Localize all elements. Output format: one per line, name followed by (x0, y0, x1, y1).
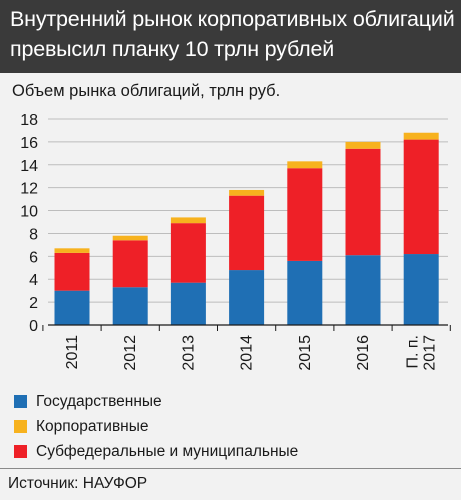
bar-segment (403, 139, 439, 255)
y-tick-label: 0 (29, 318, 38, 335)
bar-segment (287, 260, 323, 325)
bar-segment (112, 240, 148, 288)
bar-segment (170, 282, 206, 325)
bar-segment (229, 270, 265, 325)
bar-segment (54, 248, 90, 253)
y-tick-label: 8 (29, 226, 38, 243)
x-tick-label: 2014 (239, 335, 256, 371)
bar-segment (287, 168, 323, 261)
bar-segment (229, 195, 265, 271)
legend-label-corporate: Корпоративные (36, 417, 149, 435)
x-tick-label: П. п. (405, 335, 422, 369)
legend-label-subfederal: Субфедеральные и муниципальные (36, 442, 299, 460)
bar-segment (54, 252, 90, 291)
legend-item-state: Государственные (14, 389, 298, 414)
y-tick-label: 14 (20, 158, 38, 175)
bar-segment (170, 217, 206, 224)
bar-segment (345, 255, 381, 325)
legend-swatch-corporate (14, 420, 27, 433)
legend-item-corporate: Корпоративные (14, 414, 298, 439)
legend-swatch-subfederal (14, 445, 27, 458)
y-tick-label: 18 (20, 112, 38, 129)
y-tick-label: 4 (29, 272, 38, 289)
legend-label-state: Государственные (36, 392, 162, 410)
x-tick-label: 2011 (64, 335, 81, 370)
source-text: Источник: НАУФОР (8, 475, 148, 492)
bar-segment (403, 132, 439, 140)
x-tick-label: 2017 (422, 335, 439, 371)
source-footer: Источник: НАУФОР (0, 468, 461, 500)
y-tick-label: 16 (20, 135, 38, 152)
legend-item-subfederal: Субфедеральные и муниципальные (14, 439, 298, 464)
legend-swatch-state (14, 395, 27, 408)
bar-segment (229, 189, 265, 196)
x-tick-label: 2016 (355, 335, 372, 371)
chart-title-line-1: Внутренний рынок корпоративных облигаций (10, 7, 455, 31)
x-tick-label: 2013 (180, 335, 197, 371)
bar-segment (345, 148, 381, 256)
y-tick-label: 6 (29, 249, 38, 266)
bar-segment (112, 235, 148, 241)
bar-segment (54, 290, 90, 325)
x-tick-label: 2015 (297, 335, 314, 371)
bar-segment (287, 161, 323, 169)
bar-chart: 0 2 4 6 8 10 12 14 16 18 2011 2012 2013 2014 2015 2016 П… (20, 112, 451, 371)
chart-subtitle: Объем рынка облигаций, трлн руб. (12, 82, 281, 100)
x-tick-label: 2012 (122, 335, 139, 371)
bar-segment (170, 223, 206, 283)
chart-area: Объем рынка облигаций, трлн руб. 0 2 4 6 8 10… (0, 73, 461, 468)
y-tick-label: 12 (20, 181, 38, 198)
bar-segment (345, 141, 381, 149)
chart-title-line-2: превысил планку 10 трлн рублей (10, 37, 335, 61)
chart-header: Внутренний рынок корпоративных облигаций… (0, 0, 461, 73)
y-tick-label: 2 (29, 295, 38, 312)
bar-segment (112, 287, 148, 325)
y-tick-label: 10 (20, 204, 38, 221)
bar-segment (403, 254, 439, 325)
chart-legend: Государственные Корпоративные Субфедерал… (14, 389, 298, 464)
